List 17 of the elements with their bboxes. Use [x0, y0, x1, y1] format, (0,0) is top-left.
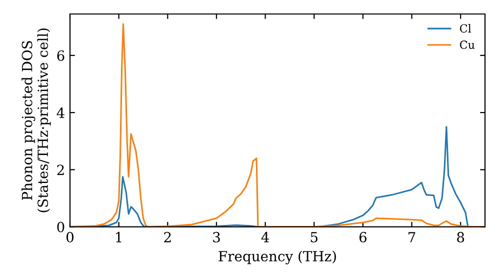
x-tick-label: 1: [116, 232, 122, 242]
x-tick-label: 7: [408, 232, 416, 242]
x-tick-label: 8: [457, 232, 464, 242]
x-tick-label: 3: [213, 232, 220, 242]
y-tick-label: 4: [56, 108, 64, 118]
x-axis-title: Frequency (THz): [218, 250, 336, 264]
y-tick-label: 0: [57, 222, 64, 232]
y-tick-label: 2: [57, 164, 64, 175]
legend-label: Cu: [460, 40, 475, 49]
y-tick-label: 6: [57, 50, 64, 61]
x-tick-label: 5: [310, 232, 318, 242]
x-tick-label: 6: [359, 232, 366, 242]
x-tick-label: 4: [261, 232, 270, 242]
legend-label: Cl: [460, 24, 472, 33]
x-tick-label: 0: [66, 232, 74, 242]
y-axis-title: Phonon projected DOS (States/THz·primitive cell): [22, 28, 51, 212]
x-tick-label: 2: [164, 232, 171, 242]
